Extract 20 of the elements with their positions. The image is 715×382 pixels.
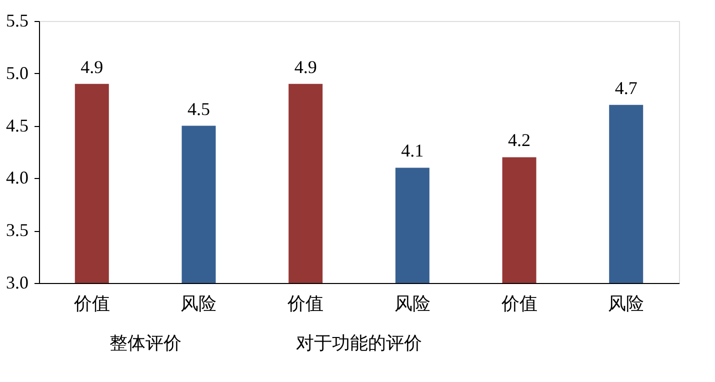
data-label: 4.1 (401, 140, 424, 161)
data-label: 4.7 (614, 78, 638, 98)
x-tick-label: 价值 (72, 294, 110, 314)
data-label: 4.5 (187, 98, 210, 119)
data-label: 4.2 (508, 130, 531, 150)
x-tick-label: 价值 (500, 294, 538, 314)
text: 对于功能的评价 (296, 333, 422, 353)
data-label: 4.9 (80, 56, 104, 77)
y-tick-label: 5.0 (6, 62, 28, 83)
x-tick-label: 风险 (394, 294, 430, 314)
y-tick-label: 4.5 (6, 115, 28, 136)
y-tick-label: 5.5 (6, 10, 28, 30)
x-tick-label: 风险 (608, 294, 644, 314)
y-tick-label: 3.5 (6, 220, 28, 240)
text: 整体评价 (110, 333, 182, 353)
y-tick-label: 3.0 (6, 272, 28, 292)
y-tick-label: 4.0 (6, 168, 28, 188)
x-tick-label: 风险 (180, 294, 217, 314)
x-tick-label: 价值 (286, 294, 324, 314)
data-label: 4.9 (294, 56, 317, 77)
